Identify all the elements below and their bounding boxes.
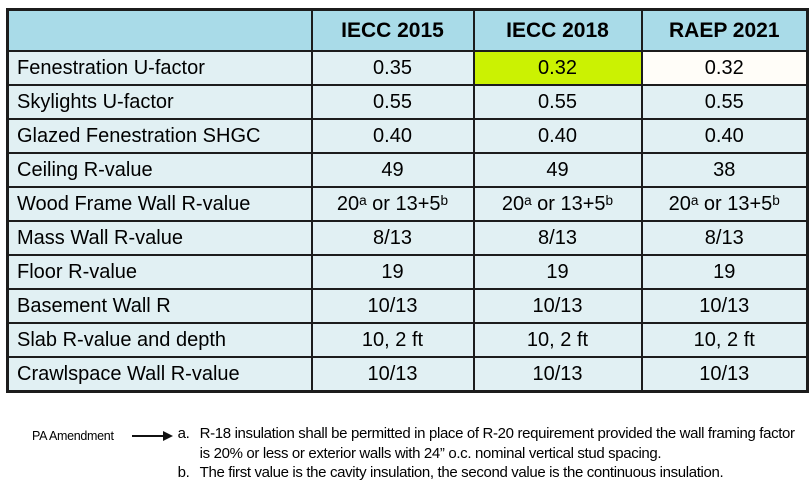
value-cell: 10/13: [310, 288, 475, 324]
long-right-arrow-icon: [131, 431, 173, 441]
row-label: Skylights U-factor: [6, 84, 313, 120]
value-cell: 10/13: [472, 356, 643, 393]
table-row: Wood Frame Wall R-value 20ᵃ or 13+5ᵇ 20ᵃ…: [6, 186, 809, 222]
value-cell: 0.55: [640, 84, 809, 120]
value-cell: 10/13: [472, 288, 643, 324]
row-label: Floor R-value: [6, 254, 313, 290]
value-cell: 19: [472, 254, 643, 290]
header-blank-cell: [6, 8, 313, 52]
table-row: Crawlspace Wall R-value 10/13 10/13 10/1…: [6, 356, 809, 393]
header-iecc-2015: IECC 2015: [310, 8, 475, 52]
value-cell: 49: [472, 152, 643, 188]
value-cell-highlighted: 0.32: [472, 50, 643, 86]
footnote-a: a. R-18 insulation shall be permitted in…: [178, 424, 798, 463]
footnote-list: a. R-18 insulation shall be permitted in…: [178, 424, 798, 483]
header-iecc-2018: IECC 2018: [472, 8, 643, 52]
value-cell: 0.40: [310, 118, 475, 154]
value-cell: 20ᵃ or 13+5ᵇ: [640, 186, 809, 222]
value-cell: 10, 2 ft: [472, 322, 643, 358]
value-cell: 0.40: [640, 118, 809, 154]
table-row: Slab R-value and depth 10, 2 ft 10, 2 ft…: [6, 322, 809, 358]
table-row: Fenestration U-factor 0.35 0.32 0.32: [6, 50, 809, 86]
value-cell: 0.40: [472, 118, 643, 154]
value-cell: 20ᵃ or 13+5ᵇ: [310, 186, 475, 222]
value-cell: 8/13: [310, 220, 475, 256]
value-cell-white: 0.32: [640, 50, 809, 86]
value-cell: 0.55: [310, 84, 475, 120]
header-row: IECC 2015 IECC 2018 RAEP 2021: [6, 8, 809, 52]
row-label: Crawlspace Wall R-value: [6, 356, 313, 393]
value-cell: 0.35: [310, 50, 475, 86]
table-row: Floor R-value 19 19 19: [6, 254, 809, 290]
table-row: Basement Wall R 10/13 10/13 10/13: [6, 288, 809, 324]
header-raep-2021: RAEP 2021: [640, 8, 809, 52]
pa-amendment-label: PA Amendment: [32, 429, 114, 443]
value-cell: 8/13: [640, 220, 809, 256]
row-label: Ceiling R-value: [6, 152, 313, 188]
value-cell: 0.55: [472, 84, 643, 120]
row-label: Slab R-value and depth: [6, 322, 313, 358]
table-row: Ceiling R-value 49 49 38: [6, 152, 809, 188]
row-label: Basement Wall R: [6, 288, 313, 324]
footnote-text: R-18 insulation shall be permitted in pl…: [199, 425, 795, 462]
footnote-text: The first value is the cavity insulation…: [199, 464, 724, 481]
value-cell: 10/13: [640, 356, 809, 393]
table-row: Mass Wall R-value 8/13 8/13 8/13: [6, 220, 809, 256]
table-row: Glazed Fenestration SHGC 0.40 0.40 0.40: [6, 118, 809, 154]
footnote-b: b. The first value is the cavity insulat…: [178, 463, 798, 483]
footnote-marker: a.: [177, 425, 190, 442]
value-cell: 20ᵃ or 13+5ᵇ: [472, 186, 643, 222]
code-comparison-table: IECC 2015 IECC 2018 RAEP 2021 Fenestrati…: [6, 8, 809, 393]
value-cell: 8/13: [472, 220, 643, 256]
value-cell: 10, 2 ft: [310, 322, 475, 358]
value-cell: 19: [640, 254, 809, 290]
row-label: Glazed Fenestration SHGC: [6, 118, 313, 154]
value-cell: 38: [640, 152, 809, 188]
footnote-marker: b.: [177, 464, 190, 481]
value-cell: 49: [310, 152, 475, 188]
value-cell: 10, 2 ft: [640, 322, 809, 358]
row-label: Mass Wall R-value: [6, 220, 313, 256]
value-cell: 19: [310, 254, 475, 290]
row-label: Wood Frame Wall R-value: [6, 186, 313, 222]
row-label: Fenestration U-factor: [6, 50, 313, 86]
footnotes-section: PA Amendment a. R-18 insulation shall be…: [32, 424, 804, 483]
value-cell: 10/13: [640, 288, 809, 324]
table-row: Skylights U-factor 0.55 0.55 0.55: [6, 84, 809, 120]
value-cell: 10/13: [310, 356, 475, 393]
